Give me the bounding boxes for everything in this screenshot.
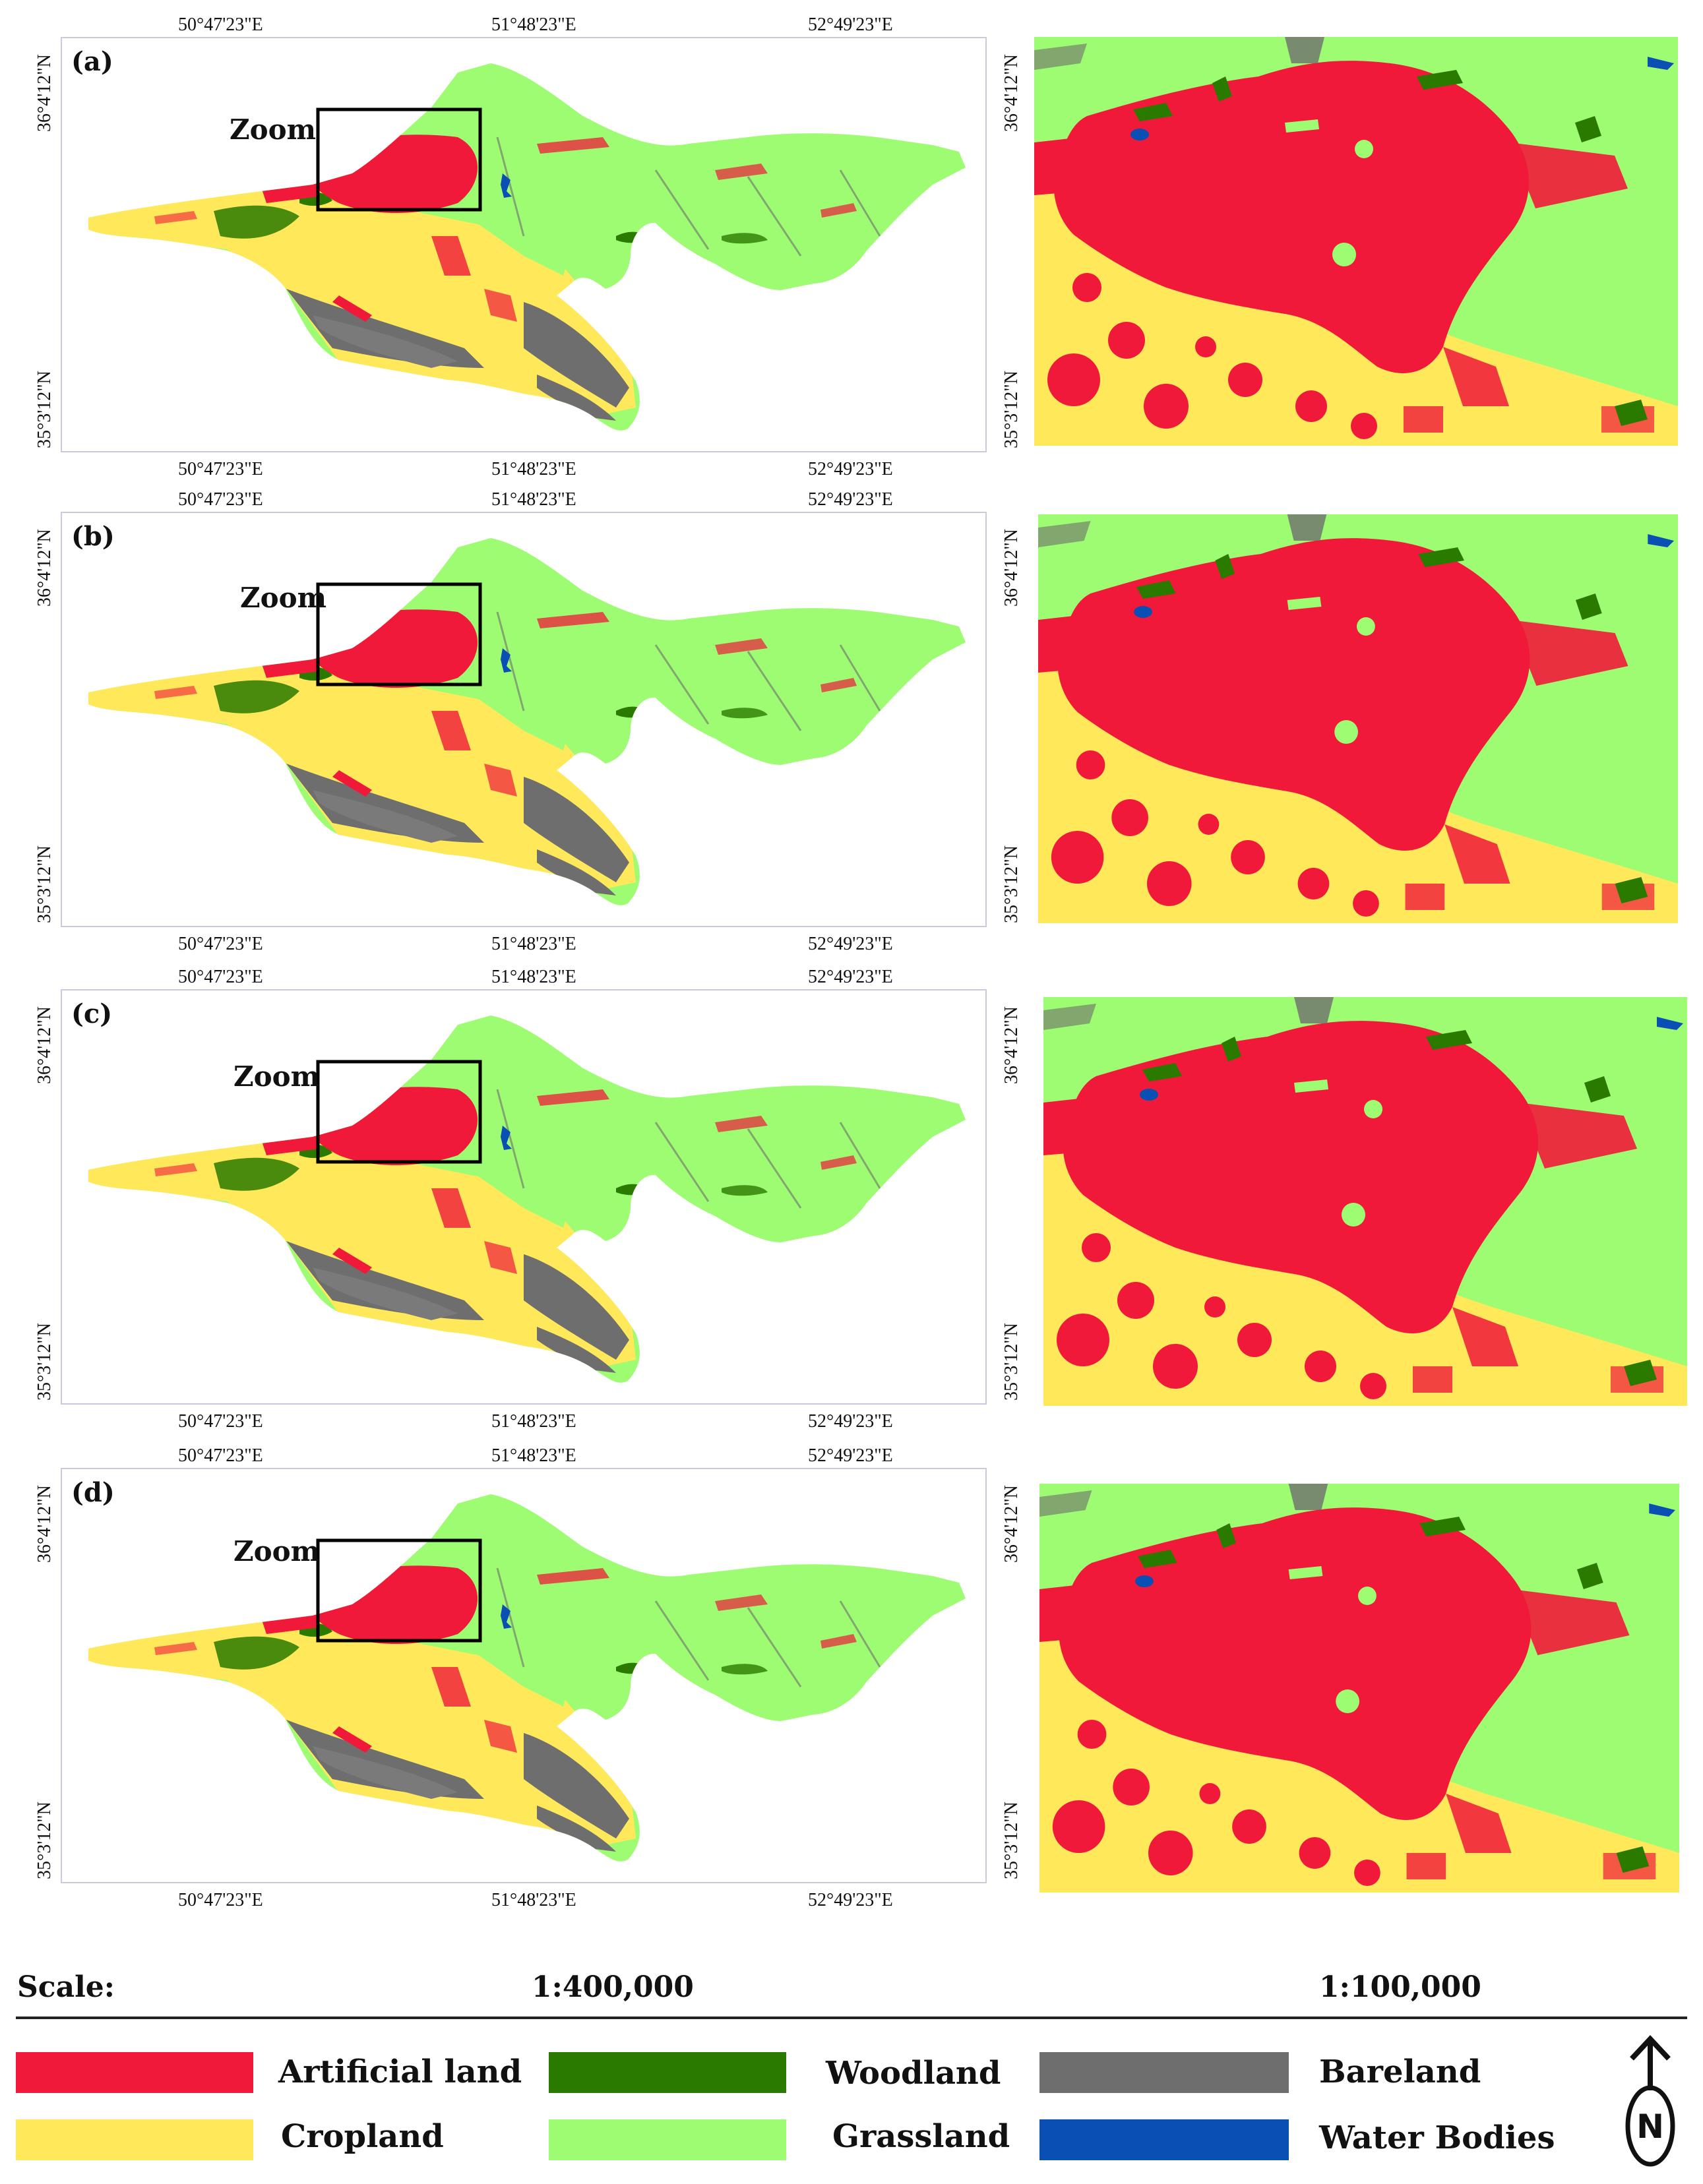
lon-top-2: 51°48'23"E bbox=[491, 15, 576, 35]
region-map-frame bbox=[61, 989, 987, 1405]
region-map bbox=[62, 513, 985, 926]
lat-top: 36°4'12"N bbox=[34, 54, 55, 132]
lon-top-2: 51°48'23"E bbox=[491, 1445, 576, 1466]
lon-bottom-1: 50°47'23"E bbox=[178, 1890, 263, 1910]
lon-top-2: 51°48'23"E bbox=[491, 489, 576, 510]
region-map-frame bbox=[61, 37, 987, 452]
lon-top-1: 50°47'23"E bbox=[178, 489, 263, 510]
zoom-label: Zoom bbox=[240, 582, 327, 614]
zoom-lat-top: 36°4'12"N bbox=[1001, 1006, 1022, 1084]
lat-top: 36°4'12"N bbox=[34, 529, 55, 607]
panel-label: (c) bbox=[71, 998, 113, 1029]
legend-label-grassland: Grassland bbox=[832, 2118, 1010, 2155]
lon-bottom-3: 52°49'23"E bbox=[808, 1890, 893, 1910]
lat-top: 36°4'12"N bbox=[34, 1006, 55, 1084]
legend-swatch-grassland bbox=[549, 2119, 786, 2160]
scale-zoom: 1:100,000 bbox=[1319, 1970, 1481, 2004]
lon-bottom-2: 51°48'23"E bbox=[491, 459, 576, 479]
lat-bottom: 35°3'12"N bbox=[34, 845, 55, 923]
lon-bottom-1: 50°47'23"E bbox=[178, 1411, 263, 1432]
panel-label: (a) bbox=[71, 46, 113, 77]
legend-divider bbox=[16, 2017, 1687, 2019]
lon-bottom-3: 52°49'23"E bbox=[808, 934, 893, 954]
zoom-lat-bottom: 35°3'12"N bbox=[1001, 845, 1022, 923]
north-letter: N bbox=[1636, 2108, 1664, 2146]
lon-bottom-2: 51°48'23"E bbox=[491, 1411, 576, 1432]
lon-bottom-1: 50°47'23"E bbox=[178, 934, 263, 954]
zoom-lat-bottom: 35°3'12"N bbox=[1001, 1323, 1022, 1401]
lon-top-3: 52°49'23"E bbox=[808, 1445, 893, 1466]
region-map bbox=[62, 1469, 985, 1882]
lon-top-1: 50°47'23"E bbox=[178, 15, 263, 35]
region-map bbox=[62, 990, 985, 1403]
zoom-label: Zoom bbox=[230, 113, 317, 146]
region-map-frame bbox=[61, 512, 987, 927]
lon-bottom-3: 52°49'23"E bbox=[808, 459, 893, 479]
scale-main: 1:400,000 bbox=[532, 1970, 694, 2004]
zoom-map bbox=[1043, 997, 1687, 1406]
legend-swatch-bareland bbox=[1039, 2052, 1289, 2093]
lon-top-2: 51°48'23"E bbox=[491, 967, 576, 987]
lon-top-3: 52°49'23"E bbox=[808, 967, 893, 987]
lat-bottom: 35°3'12"N bbox=[34, 1802, 55, 1879]
lon-bottom-3: 52°49'23"E bbox=[808, 1411, 893, 1432]
legend-swatch-water bbox=[1039, 2119, 1289, 2160]
panel-label: (b) bbox=[71, 521, 115, 552]
lon-bottom-2: 51°48'23"E bbox=[491, 1890, 576, 1910]
legend-label-cropland: Cropland bbox=[281, 2118, 444, 2155]
lon-top-3: 52°49'23"E bbox=[808, 15, 893, 35]
legend-label-woodland: Woodland bbox=[826, 2055, 1001, 2092]
zoom-lat-top: 36°4'12"N bbox=[1001, 54, 1022, 132]
lon-top-3: 52°49'23"E bbox=[808, 489, 893, 510]
lat-bottom: 35°3'12"N bbox=[34, 371, 55, 448]
lon-bottom-1: 50°47'23"E bbox=[178, 459, 263, 479]
zoom-lat-bottom: 35°3'12"N bbox=[1001, 1802, 1022, 1879]
zoom-map bbox=[1034, 37, 1678, 446]
region-map-frame bbox=[61, 1468, 987, 1883]
zoom-lat-top: 36°4'12"N bbox=[1001, 529, 1022, 607]
zoom-map bbox=[1039, 1484, 1679, 1893]
north-arrow-icon: N bbox=[1617, 2034, 1683, 2172]
panel-label: (d) bbox=[71, 1477, 115, 1508]
lon-bottom-2: 51°48'23"E bbox=[491, 934, 576, 954]
legend-swatch-woodland bbox=[549, 2052, 786, 2093]
zoom-map bbox=[1038, 514, 1678, 923]
lon-top-1: 50°47'23"E bbox=[178, 967, 263, 987]
legend-label-bareland: Bareland bbox=[1319, 2053, 1481, 2090]
lon-top-1: 50°47'23"E bbox=[178, 1445, 263, 1466]
lat-bottom: 35°3'12"N bbox=[34, 1323, 55, 1401]
region-map bbox=[62, 38, 985, 451]
legend-swatch-artificial bbox=[16, 2052, 253, 2093]
zoom-label: Zoom bbox=[233, 1060, 321, 1093]
legend-label-artificial: Artificial land bbox=[278, 2053, 522, 2090]
zoom-lat-top: 36°4'12"N bbox=[1001, 1485, 1022, 1563]
zoom-label: Zoom bbox=[233, 1535, 321, 1567]
scale-label: Scale: bbox=[17, 1970, 115, 2004]
zoom-lat-bottom: 35°3'12"N bbox=[1001, 371, 1022, 448]
legend-label-water: Water Bodies bbox=[1319, 2119, 1555, 2156]
legend-swatch-cropland bbox=[16, 2119, 253, 2160]
lat-top: 36°4'12"N bbox=[34, 1485, 55, 1563]
